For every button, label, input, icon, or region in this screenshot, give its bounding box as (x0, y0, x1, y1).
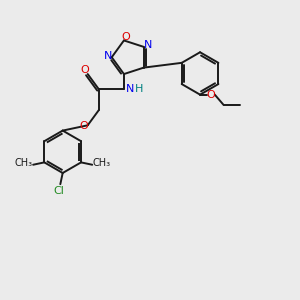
Text: H: H (135, 84, 143, 94)
Text: CH₃: CH₃ (15, 158, 33, 168)
Text: N: N (103, 51, 112, 61)
Text: O: O (80, 65, 89, 75)
Text: Cl: Cl (53, 186, 64, 196)
Text: CH₃: CH₃ (93, 158, 111, 168)
Text: O: O (121, 32, 130, 42)
Text: N: N (126, 84, 135, 94)
Text: O: O (80, 121, 88, 130)
Text: N: N (144, 40, 152, 50)
Text: O: O (207, 90, 216, 100)
